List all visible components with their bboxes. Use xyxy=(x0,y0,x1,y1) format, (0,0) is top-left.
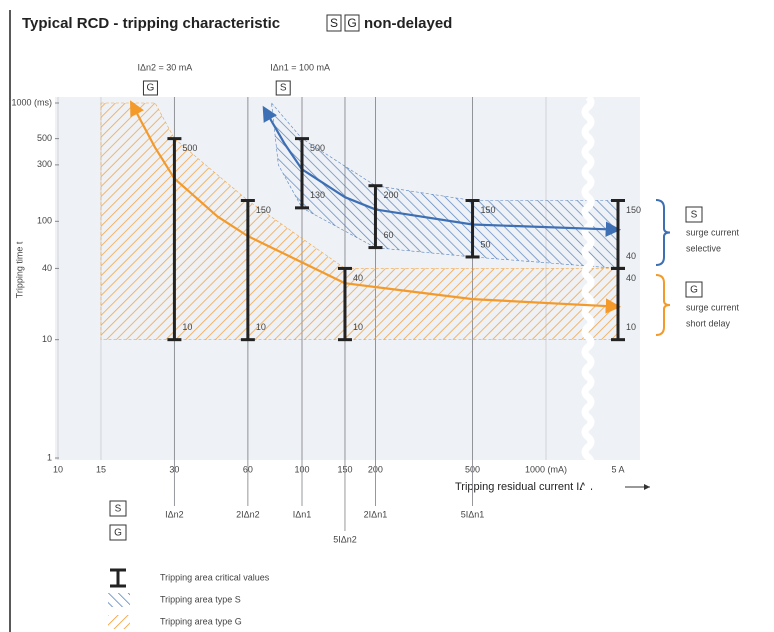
row-box xyxy=(109,524,127,541)
critical-high-label: 500 xyxy=(182,143,197,153)
curve-box xyxy=(142,80,158,96)
critical-low-label: 50 xyxy=(481,239,491,249)
brace xyxy=(655,274,671,336)
critical-high-label: 150 xyxy=(626,205,641,215)
legend-swatch xyxy=(108,593,130,607)
x-tick-label: 1000 (mA) xyxy=(525,464,567,474)
x-tick-label: 10 xyxy=(53,464,63,474)
title-suffix: non-delayed xyxy=(364,15,452,32)
row-box xyxy=(109,500,127,517)
y-axis-label: Tripping time t xyxy=(14,241,24,298)
curve-label: IΔn1 = 100 mA xyxy=(270,62,330,72)
reference-label: 5IΔn2 xyxy=(333,534,357,544)
reference-label: IΔn2 xyxy=(165,509,184,519)
critical-low-label: 10 xyxy=(256,322,266,332)
brace xyxy=(655,199,671,266)
annotation-text: surge current xyxy=(686,302,740,312)
y-tick-label: 300 xyxy=(37,159,52,169)
curve-box-label: G xyxy=(147,83,155,94)
y-tick-label: 10 xyxy=(42,334,52,344)
critical-high-label: 40 xyxy=(353,273,363,283)
title-box-label: S xyxy=(330,16,338,30)
title-box xyxy=(326,14,342,32)
critical-low-label: 60 xyxy=(383,230,393,240)
annotation-text: short delay xyxy=(686,318,731,328)
critical-high-label: 150 xyxy=(256,205,271,215)
y-tick-label: 40 xyxy=(42,263,52,273)
curve-box xyxy=(275,80,291,96)
y-tick-label: 1 xyxy=(47,452,52,462)
critical-high-label: 500 xyxy=(310,143,325,153)
critical-high-label: 40 xyxy=(626,273,636,283)
critical-low-label: 10 xyxy=(182,322,192,332)
title-box xyxy=(344,14,360,32)
annotation-box xyxy=(685,281,703,298)
critical-high-label: 200 xyxy=(383,190,398,200)
annotation-box xyxy=(685,206,703,223)
y-tick-label: 500 xyxy=(37,133,52,143)
x-tick-label: 15 xyxy=(96,464,106,474)
curve-box-label: S xyxy=(280,83,287,94)
title-box-label: G xyxy=(347,16,356,30)
reference-label: IΔn1 xyxy=(293,509,312,519)
chart-title: Typical RCD - tripping characteristic xyxy=(22,15,280,32)
reference-label: 2IΔn1 xyxy=(364,509,388,519)
annotation-text: surge current xyxy=(686,227,740,237)
x-tick-label: 5 A xyxy=(611,464,624,474)
legend-label: Tripping area type S xyxy=(160,594,241,604)
axis-break xyxy=(581,94,595,500)
x-axis-arrow-head xyxy=(644,484,650,490)
legend-label: Tripping area type G xyxy=(160,616,242,626)
row-box-label: G xyxy=(114,528,122,539)
critical-low-label: 10 xyxy=(626,322,636,332)
curve-label: IΔn2 = 30 mA xyxy=(137,62,192,72)
annotation-box-label: S xyxy=(691,210,698,221)
critical-low-label: 130 xyxy=(310,190,325,200)
annotation-box-label: G xyxy=(690,285,698,296)
y-tick-label: 100 xyxy=(37,216,52,226)
critical-low-label: 10 xyxy=(353,322,363,332)
legend-label: Tripping area critical values xyxy=(160,572,270,582)
critical-low-label: 40 xyxy=(626,251,636,261)
reference-label: 5IΔn1 xyxy=(461,509,485,519)
row-box-label: S xyxy=(115,504,122,515)
critical-high-label: 150 xyxy=(481,205,496,215)
reference-label: 2IΔn2 xyxy=(236,509,260,519)
legend-swatch xyxy=(108,615,130,629)
x-axis-label: Tripping residual current IΔn xyxy=(455,481,593,493)
annotation-text: selective xyxy=(686,243,721,253)
y-tick-label: 1000 (ms) xyxy=(11,97,52,107)
